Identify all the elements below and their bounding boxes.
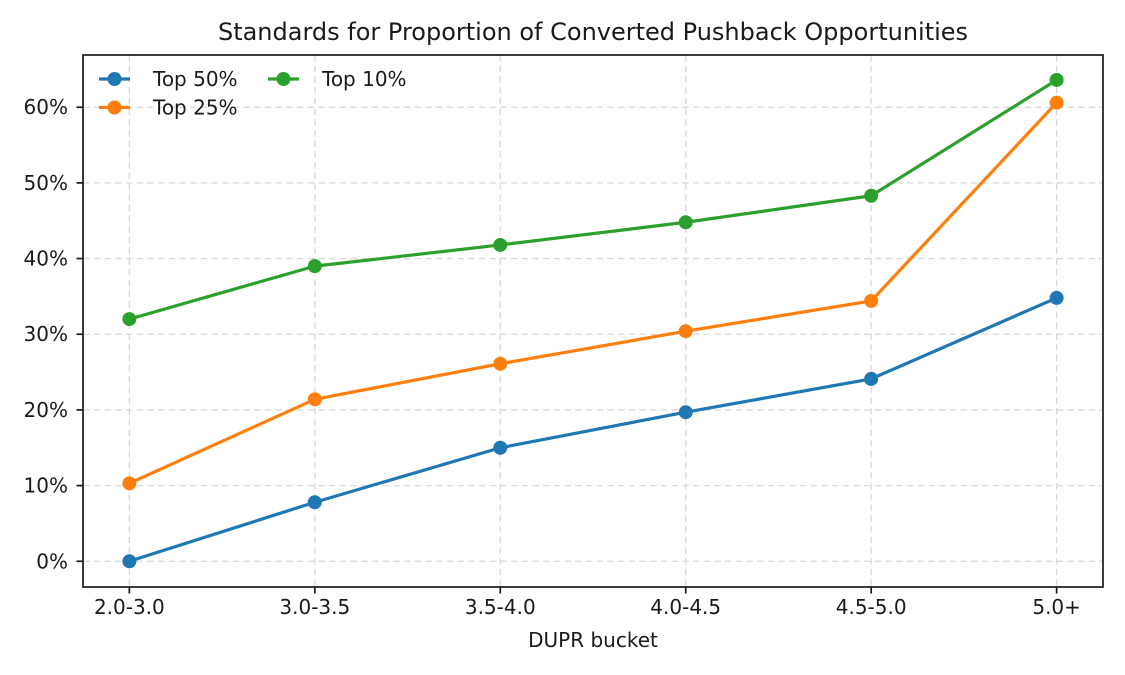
legend-marker-icon <box>276 72 291 86</box>
y-tick-label: 30% <box>24 322 68 346</box>
y-tick-label: 60% <box>24 95 68 119</box>
x-tick-label: 3.5-4.0 <box>465 595 536 619</box>
legend-marker-icon <box>107 72 122 86</box>
chart-title: Standards for Proportion of Converted Pu… <box>218 18 968 46</box>
x-tick-label: 4.0-4.5 <box>650 595 721 619</box>
data-point <box>678 324 693 339</box>
series-line-0 <box>127 296 1059 563</box>
x-tick-label: 5.0+ <box>1032 595 1081 619</box>
data-point <box>1049 72 1064 87</box>
data-point <box>1049 290 1064 305</box>
legend-label: Top 25% <box>152 96 238 120</box>
series <box>122 72 1064 569</box>
y-tick-label: 50% <box>24 171 68 195</box>
y-tick-label: 40% <box>24 247 68 271</box>
data-point <box>122 312 137 327</box>
data-point <box>493 356 508 371</box>
data-point <box>307 392 322 407</box>
y-tick-label: 20% <box>24 398 68 422</box>
x-axis-label: DUPR bucket <box>528 628 658 652</box>
data-point <box>307 495 322 510</box>
axes: 0% 10% 20% 30% 40% 50% 60% 2.0-3.0 3.0-3.5 3.5-4.… <box>24 54 1104 619</box>
legend-marker-icon <box>107 100 122 115</box>
legend-label: Top 10% <box>321 67 407 91</box>
legend: Top 50% Top 25% Top 10% <box>99 67 407 120</box>
legend-item: Top 25% <box>99 96 238 120</box>
data-point <box>678 405 693 420</box>
data-point <box>864 188 879 203</box>
data-point <box>1049 95 1064 110</box>
legend-label: Top 50% <box>152 67 238 91</box>
y-tick-label: 10% <box>24 474 68 498</box>
series-line-2 <box>127 78 1059 321</box>
data-point <box>864 371 879 386</box>
data-point <box>493 237 508 252</box>
data-point <box>122 554 137 569</box>
data-point <box>307 259 322 274</box>
data-point <box>122 476 137 491</box>
legend-item: Top 50% <box>99 67 238 91</box>
x-tick-label: 2.0-3.0 <box>94 595 165 619</box>
legend-item: Top 10% <box>268 67 407 91</box>
x-tick-label: 3.0-3.5 <box>279 595 350 619</box>
data-point <box>678 215 693 230</box>
series-line-1 <box>127 101 1059 485</box>
plot-border <box>82 54 1104 588</box>
x-tick-label: 4.5-5.0 <box>836 595 907 619</box>
data-point <box>864 293 879 308</box>
data-point <box>493 440 508 455</box>
grid <box>83 55 1103 587</box>
y-tick-label: 0% <box>36 549 68 573</box>
